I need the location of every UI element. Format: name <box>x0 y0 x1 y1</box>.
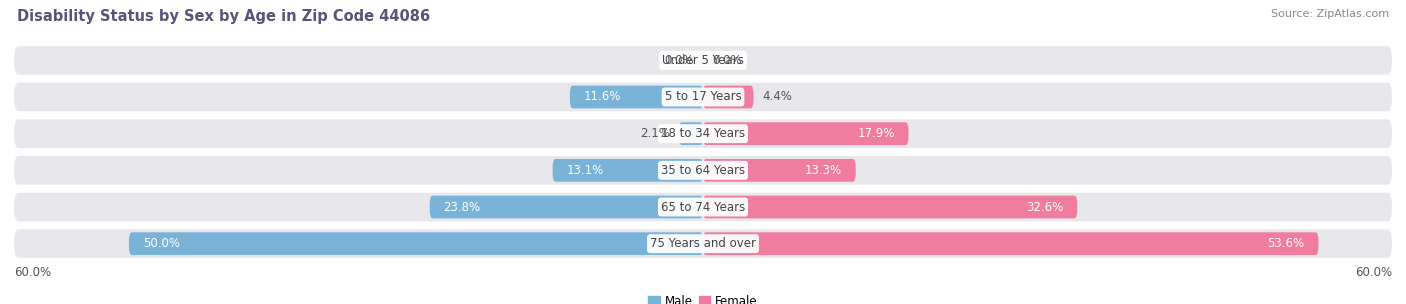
FancyBboxPatch shape <box>679 122 703 145</box>
FancyBboxPatch shape <box>430 196 703 218</box>
Text: 35 to 64 Years: 35 to 64 Years <box>661 164 745 177</box>
FancyBboxPatch shape <box>129 232 703 255</box>
FancyBboxPatch shape <box>703 86 754 108</box>
FancyBboxPatch shape <box>14 46 1392 74</box>
Text: 65 to 74 Years: 65 to 74 Years <box>661 201 745 213</box>
FancyBboxPatch shape <box>14 193 1392 221</box>
Legend: Male, Female: Male, Female <box>644 290 762 304</box>
Text: Source: ZipAtlas.com: Source: ZipAtlas.com <box>1271 9 1389 19</box>
Text: Disability Status by Sex by Age in Zip Code 44086: Disability Status by Sex by Age in Zip C… <box>17 9 430 24</box>
Text: 0.0%: 0.0% <box>713 54 742 67</box>
Text: 60.0%: 60.0% <box>14 266 51 279</box>
Text: 75 Years and over: 75 Years and over <box>650 237 756 250</box>
Text: 23.8%: 23.8% <box>443 201 481 213</box>
FancyBboxPatch shape <box>14 83 1392 111</box>
Text: 13.1%: 13.1% <box>567 164 603 177</box>
FancyBboxPatch shape <box>703 232 1319 255</box>
FancyBboxPatch shape <box>703 159 856 182</box>
Text: 32.6%: 32.6% <box>1026 201 1063 213</box>
Text: Under 5 Years: Under 5 Years <box>662 54 744 67</box>
FancyBboxPatch shape <box>14 119 1392 148</box>
Text: 18 to 34 Years: 18 to 34 Years <box>661 127 745 140</box>
FancyBboxPatch shape <box>14 156 1392 185</box>
FancyBboxPatch shape <box>569 86 703 108</box>
Text: 11.6%: 11.6% <box>583 91 621 103</box>
Text: 60.0%: 60.0% <box>1355 266 1392 279</box>
Text: 0.0%: 0.0% <box>664 54 693 67</box>
Text: 50.0%: 50.0% <box>142 237 180 250</box>
Text: 5 to 17 Years: 5 to 17 Years <box>665 91 741 103</box>
Text: 53.6%: 53.6% <box>1268 237 1305 250</box>
FancyBboxPatch shape <box>703 196 1077 218</box>
FancyBboxPatch shape <box>703 122 908 145</box>
FancyBboxPatch shape <box>553 159 703 182</box>
Text: 4.4%: 4.4% <box>762 91 793 103</box>
Text: 2.1%: 2.1% <box>640 127 669 140</box>
Text: 13.3%: 13.3% <box>804 164 842 177</box>
FancyBboxPatch shape <box>14 230 1392 258</box>
Text: 17.9%: 17.9% <box>858 127 894 140</box>
